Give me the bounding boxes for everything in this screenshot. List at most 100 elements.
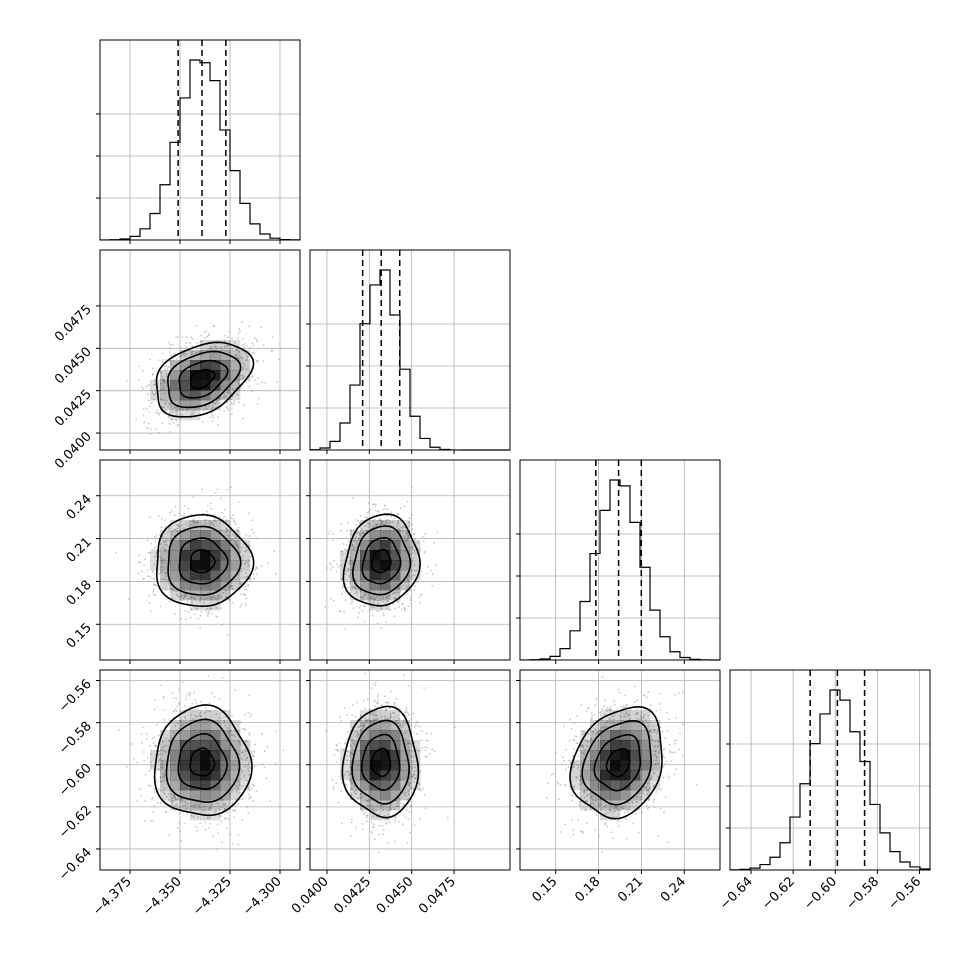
scatter-point [193, 410, 195, 413]
contour-line [177, 732, 228, 790]
scatter-point [331, 532, 334, 535]
density-cell [390, 720, 401, 731]
scatter-point [394, 607, 397, 610]
scatter-point [209, 345, 212, 348]
density-cell [580, 800, 591, 811]
scatter-point [653, 784, 655, 786]
scatter-point [395, 697, 398, 700]
scatter-point [577, 755, 580, 758]
scatter-point [356, 731, 359, 733]
scatter-point [178, 525, 181, 528]
density-cell [230, 760, 241, 771]
scatter-point [571, 818, 574, 821]
scatter-point [200, 597, 203, 600]
scatter-point [204, 828, 207, 831]
scatter-point [643, 785, 645, 788]
scatter-point [391, 593, 394, 595]
scatter-point [393, 591, 396, 594]
density-cell [180, 360, 191, 371]
scatter-point [360, 728, 362, 731]
scatter-point [417, 782, 420, 785]
contour-line [165, 718, 241, 803]
scatter-point [359, 714, 362, 716]
scatter-point [404, 794, 406, 797]
scatter-point [232, 534, 235, 536]
histogram-step [519, 479, 721, 661]
density-cell [360, 780, 371, 791]
scatter-point [165, 539, 168, 542]
scatter-point [185, 409, 188, 412]
scatter-point [422, 540, 425, 543]
scatter-point [149, 405, 151, 408]
scatter-point [170, 792, 173, 795]
scatter-point [351, 782, 354, 785]
scatter-point [412, 755, 415, 758]
density-cell [230, 730, 241, 741]
scatter-point [385, 521, 388, 524]
scatter-point [397, 521, 400, 524]
scatter-point [213, 696, 216, 698]
scatter-point [163, 780, 166, 782]
density-cell [230, 740, 241, 751]
scatter-point [340, 577, 343, 580]
density-cell [190, 560, 201, 571]
scatter-point [172, 360, 175, 363]
scatter-point [346, 759, 348, 762]
scatter-point [634, 812, 637, 815]
scatter-point [179, 355, 181, 357]
scatter-point [361, 810, 364, 813]
scatter-point [583, 796, 586, 799]
scatter-point [213, 518, 216, 521]
density-cell [630, 760, 641, 771]
scatter-point [632, 822, 635, 825]
scatter-point [402, 524, 405, 527]
scatter-point [413, 569, 416, 572]
scatter-point [264, 382, 267, 384]
scatter-point [238, 328, 241, 330]
scatter-point [368, 599, 371, 602]
scatter-point [583, 749, 586, 751]
density-cell [650, 720, 661, 731]
scatter-point [243, 346, 246, 348]
scatter-point [401, 726, 403, 729]
scatter-point [370, 830, 373, 833]
scatter-point [435, 564, 438, 567]
scatter-point [421, 535, 424, 538]
scatter-point [214, 346, 217, 348]
scatter-point [394, 816, 397, 818]
scatter-point [606, 825, 608, 828]
scatter-point [192, 597, 195, 600]
scatter-point [422, 787, 425, 790]
density-cell [150, 390, 161, 401]
scatter-point [191, 350, 194, 353]
scatter-point [153, 790, 156, 793]
density-cell [600, 760, 611, 771]
scatter-point [402, 720, 405, 722]
scatter-point [372, 815, 374, 818]
scatter-point [165, 375, 168, 378]
scatter-point [256, 340, 258, 343]
scatter-point [232, 538, 234, 541]
density-cell [390, 760, 401, 771]
scatter-point [603, 699, 606, 702]
scatter-point [646, 793, 649, 795]
scatter-point [161, 361, 164, 363]
scatter-point [341, 592, 343, 595]
scatter-point [240, 357, 243, 359]
scatter-point [405, 538, 408, 541]
scatter-point [612, 718, 615, 721]
scatter-point [428, 752, 431, 755]
scatter-point [376, 804, 379, 807]
density-cell [350, 590, 361, 601]
density-cell [180, 570, 191, 581]
scatter-point [151, 798, 153, 801]
y-tick-label: −0.58 [56, 719, 95, 758]
scatter-point [597, 803, 599, 806]
scatter-point [247, 512, 250, 515]
scatter-point [231, 791, 233, 793]
density-cell [210, 740, 221, 751]
scatter-point [162, 359, 165, 361]
scatter-point [244, 602, 247, 605]
scatter-point [253, 755, 255, 758]
scatter-point [257, 377, 260, 379]
